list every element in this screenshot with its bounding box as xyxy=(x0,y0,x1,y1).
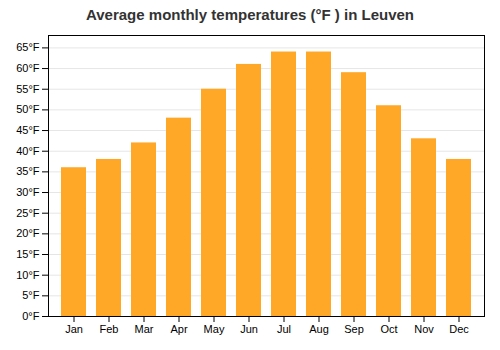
svg-text:Feb: Feb xyxy=(100,323,119,335)
svg-text:35°F: 35°F xyxy=(16,165,40,177)
svg-text:60°F: 60°F xyxy=(16,62,40,74)
html-text:Average monthly temperatures (: Average monthly temperatures (°F ) in Le… xyxy=(86,6,414,23)
svg-text:Dec: Dec xyxy=(449,323,469,335)
svg-text:5°F: 5°F xyxy=(22,289,40,301)
svg-text:15°F: 15°F xyxy=(16,248,40,260)
svg-text:0°F: 0°F xyxy=(22,310,40,322)
svg-text:Jul: Jul xyxy=(277,323,291,335)
svg-text:55°F: 55°F xyxy=(16,83,40,95)
svg-text:Oct: Oct xyxy=(380,323,397,335)
svg-text:Jan: Jan xyxy=(65,323,83,335)
svg-text:25°F: 25°F xyxy=(16,207,40,219)
svg-text:Sep: Sep xyxy=(344,323,364,335)
svg-text:Apr: Apr xyxy=(170,323,187,335)
svg-text:Mar: Mar xyxy=(135,323,154,335)
svg-text:45°F: 45°F xyxy=(16,124,40,136)
svg-text:40°F: 40°F xyxy=(16,145,40,157)
svg-text:May: May xyxy=(204,323,225,335)
svg-text:50°F: 50°F xyxy=(16,103,40,115)
svg-text:65°F: 65°F xyxy=(16,41,40,53)
svg-text:20°F: 20°F xyxy=(16,227,40,239)
svg-text:Aug: Aug xyxy=(309,323,329,335)
svg-text:Nov: Nov xyxy=(414,323,434,335)
svg-text:Jun: Jun xyxy=(240,323,258,335)
svg-text:10°F: 10°F xyxy=(16,269,40,281)
svg-text:30°F: 30°F xyxy=(16,186,40,198)
